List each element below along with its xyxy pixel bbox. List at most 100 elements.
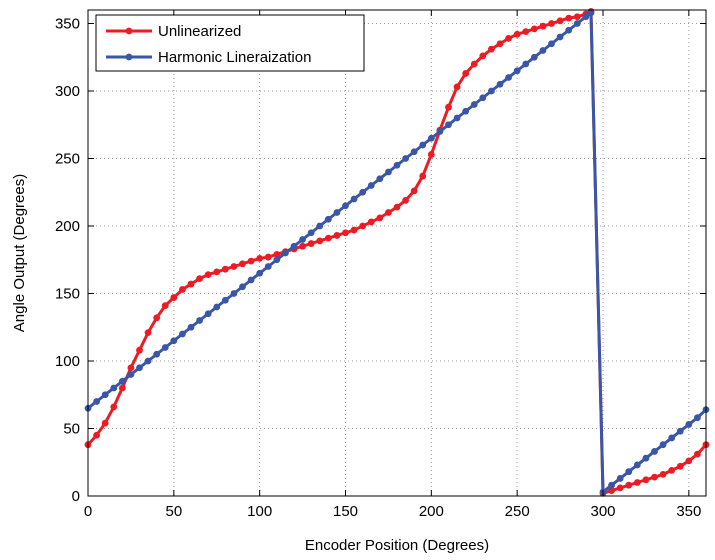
x-tick-label: 300 [590, 503, 615, 520]
data-point [548, 20, 555, 27]
data-point [316, 237, 324, 245]
data-point [307, 229, 315, 237]
y-tick-label: 350 [55, 16, 80, 33]
data-point [153, 314, 161, 322]
legend-marker [125, 27, 133, 35]
y-tick-label: 50 [63, 421, 80, 438]
data-point [282, 249, 289, 257]
data-point [101, 419, 109, 427]
data-point [213, 268, 221, 276]
data-point [101, 391, 109, 399]
data-point [136, 364, 143, 372]
data-point [110, 384, 118, 392]
data-point [410, 187, 418, 195]
data-point [299, 236, 306, 243]
data-point [488, 45, 495, 53]
data-point [402, 155, 409, 162]
data-point [453, 114, 461, 122]
data-point [221, 296, 229, 304]
data-point [118, 377, 126, 385]
data-point [470, 101, 478, 108]
data-point [367, 182, 375, 189]
data-point [608, 481, 615, 489]
data-point [316, 222, 324, 230]
data-point [179, 286, 186, 293]
data-point [479, 52, 487, 60]
data-point [239, 260, 246, 268]
data-point [187, 280, 195, 288]
data-point [127, 364, 135, 372]
data-point [359, 188, 367, 196]
data-point [633, 461, 641, 469]
x-tick-label: 0 [84, 503, 92, 520]
data-point [93, 398, 100, 405]
data-point [359, 222, 367, 230]
data-point [204, 310, 212, 318]
data-point [616, 475, 624, 482]
data-point [342, 229, 349, 237]
y-tick-label: 250 [55, 151, 80, 168]
data-point [462, 107, 470, 115]
data-point [333, 209, 341, 216]
data-point [196, 317, 203, 324]
x-axis-label: Encoder Position (Degrees) [305, 537, 489, 554]
data-point [625, 481, 633, 489]
data-point [256, 255, 264, 262]
data-point [694, 450, 701, 458]
series-layer [84, 7, 710, 497]
y-tick-label: 150 [55, 286, 80, 303]
data-point [333, 232, 341, 239]
data-point [642, 454, 650, 462]
data-point [616, 484, 624, 492]
data-point [522, 60, 530, 68]
data-point [273, 250, 281, 258]
axis-ticks: 0 50 100 150 200 250 300 350 0 50 100 150 200 250 300 3… [55, 10, 706, 520]
data-point [239, 283, 246, 291]
data-point [402, 196, 409, 204]
data-point [659, 441, 667, 449]
x-tick-label: 100 [247, 503, 272, 520]
x-tick-label: 150 [333, 503, 358, 520]
y-tick-label: 300 [55, 83, 80, 100]
legend-marker [125, 53, 133, 61]
data-point [470, 60, 478, 68]
data-point [342, 202, 349, 210]
data-point [530, 25, 538, 33]
data-point [427, 151, 435, 158]
data-point [93, 431, 100, 439]
data-point [307, 240, 315, 247]
data-point [488, 87, 495, 95]
data-point [685, 457, 693, 465]
data-point [651, 473, 658, 481]
data-point [668, 466, 676, 474]
data-point [462, 70, 470, 77]
data-point [144, 329, 152, 337]
data-point [196, 275, 203, 283]
data-point [539, 22, 547, 30]
data-point [393, 203, 401, 211]
x-tick-label: 50 [165, 503, 182, 520]
data-point [213, 303, 221, 311]
legend-label: Unlinearized [158, 23, 241, 40]
data-point [144, 357, 152, 365]
data-point [221, 265, 229, 273]
series-1 [84, 9, 710, 496]
data-point [496, 40, 504, 48]
legend: Unlinearized Harmonic Lineraization [95, 14, 365, 72]
data-point [582, 13, 590, 21]
data-point [247, 257, 255, 265]
data-point [573, 20, 581, 27]
data-point [608, 487, 615, 494]
data-point [187, 323, 195, 331]
data-point [350, 226, 358, 234]
legend-label: Harmonic Lineraization [158, 49, 311, 66]
data-point [642, 476, 650, 484]
data-point [556, 33, 564, 41]
data-point [419, 141, 427, 149]
data-point [161, 344, 169, 351]
data-point [230, 263, 238, 270]
data-point [453, 83, 461, 91]
data-point [548, 40, 555, 48]
data-point [290, 242, 298, 250]
data-point [393, 161, 401, 169]
